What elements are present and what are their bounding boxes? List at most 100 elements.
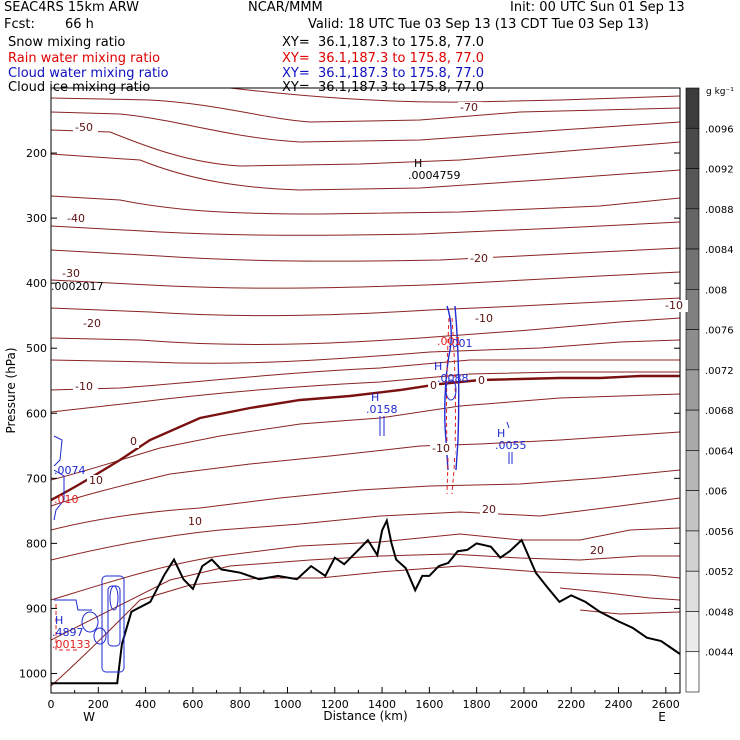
colorbar-tick-label-1: .0092: [705, 165, 734, 176]
contour-label-bg-6: [473, 313, 498, 325]
colorbar-cell-9: [685, 450, 700, 491]
org-title: NCAR/MMM: [248, 0, 323, 15]
annotation-value-0: .0004759: [408, 169, 461, 182]
x-tick-label-400: 400: [135, 698, 156, 711]
contour-label-bg-10: [428, 380, 439, 392]
field-xy-snow: XY= 36.1,187.3 to 175.8, 77.0: [282, 35, 485, 50]
colorbar-cell-0: [685, 87, 700, 129]
contour-label-bg-4: [81, 318, 106, 330]
isotherm-10: [51, 431, 680, 507]
contour-label-15: 20: [590, 544, 604, 557]
colorbar-cell-6: [685, 329, 700, 371]
cloud-water-contour-left-1: [53, 435, 63, 467]
colorbar-cell-8: [685, 409, 700, 451]
y-tick-label-200: 200: [26, 147, 47, 160]
contour-label-bg-16: [430, 443, 455, 455]
isotherm-22: [51, 527, 680, 601]
colorbar-tick-label-10: .0056: [705, 527, 734, 538]
y-tick-label-600: 600: [26, 407, 47, 420]
isotherm-20: [51, 497, 680, 561]
contour-label-3: -30: [62, 267, 80, 280]
x-tick-label-600: 600: [182, 698, 203, 711]
y-tick-label-300: 300: [26, 212, 47, 225]
plot-frame: [50, 87, 681, 694]
colorbar-cell-12: [685, 570, 700, 612]
colorbar: .0096 .0092 .0088 .0084 .008 .0076 .0072 .0068.…: [685, 87, 734, 693]
contour-label-bg-7: [663, 300, 688, 312]
isotherm--20b: [51, 317, 680, 345]
axes-layer: 0 200 400 600 800 1000 1200 1400 1600 1800 2000 220…: [4, 87, 681, 724]
cloud-water-contour-left-3: [54, 599, 92, 611]
contour-label-10: 0: [430, 379, 437, 392]
x-end-label-east: E: [658, 710, 666, 724]
contour-label-bg-2: [65, 213, 90, 225]
cloud-water-cell-1950-top: [506, 421, 510, 429]
annotation-value-1: .0002017: [51, 280, 104, 293]
isotherm--40: [51, 195, 680, 215]
field-name-cloudwater: Cloud water mixing ratio: [8, 66, 169, 81]
x-tick-label-2200: 2200: [557, 698, 585, 711]
annotation-value-7: .0074: [54, 464, 86, 477]
cloud-water-tower: [444, 305, 460, 471]
y-axis-label: Pressure (hPa): [4, 347, 18, 433]
annotation-value-5: .001: [448, 337, 473, 350]
isotherm--5: [51, 371, 680, 413]
isotherm--30: [51, 247, 680, 262]
cloud-water-tower-core: [445, 379, 457, 401]
contour-label-9: 0: [130, 435, 137, 448]
isotherm--30b: [51, 271, 680, 289]
contour-label-14: 20: [482, 503, 496, 516]
annotation-value-10: .00133: [52, 638, 91, 651]
contour-label-13: 10: [188, 515, 202, 528]
colorbar-cell-3: [685, 208, 700, 250]
field-xy-cloudwater: XY= 36.1,187.3 to 175.8, 77.0: [282, 66, 485, 81]
contour-label-bg-5: [468, 253, 493, 265]
colorbar-unit: g kg⁻¹: [706, 87, 734, 97]
contour-label-7: -10: [665, 299, 683, 312]
contour-label-2: -40: [67, 212, 85, 225]
colorbar-tick-label-6: .0072: [705, 366, 734, 377]
contour-label-bg-14: [480, 504, 498, 516]
x-tick-label-1400: 1400: [368, 698, 396, 711]
isotherm-25: [51, 553, 680, 641]
x-end-label-west: W: [83, 710, 95, 724]
contour-label-11: 0: [478, 374, 485, 387]
x-tick-label-1600: 1600: [415, 698, 443, 711]
contour-labels: -70 -50 -40 -30 -20 -20 -10 -10 -10 0 0 0 10 10 20 20 -1…: [51, 101, 688, 651]
isotherm--20: [51, 297, 680, 317]
isotherm--40b: [51, 221, 680, 236]
field-name-snow: Snow mixing ratio: [8, 35, 126, 50]
colorbar-cell-4: [685, 248, 700, 290]
terrain-line: [51, 517, 681, 685]
isotherm--70b: [51, 97, 680, 123]
x-tick-label-2600: 2600: [652, 698, 680, 711]
cloud-water-contour-left-6: [109, 585, 119, 611]
annotation-value-6: .001: [437, 335, 462, 348]
contour-label-bg-13: [186, 516, 204, 528]
x-tick-label-1200: 1200: [321, 698, 349, 711]
colorbar-cell-14: [685, 651, 700, 693]
isotherm--10b: [51, 359, 680, 391]
y-tick-label-1000: 1000: [19, 667, 47, 680]
x-tick-label-1800: 1800: [463, 698, 491, 711]
colorbar-tick-label-7: .0068: [705, 406, 734, 417]
colorbar-tick-label-3: .0084: [705, 245, 734, 256]
valid-time: Valid: 18 UTC Tue 03 Sep 13 (13 CDT Tue …: [308, 17, 649, 32]
field-name-rain: Rain water mixing ratio: [8, 51, 161, 66]
colorbar-tick-label-8: .0064: [705, 446, 734, 457]
y-tick-label-800: 800: [26, 537, 47, 550]
contour-label-bg-11: [476, 375, 487, 387]
contour-label-bg-12: [87, 475, 105, 487]
temperature-contours: [51, 88, 680, 687]
colorbar-tick-label-13: .0044: [705, 648, 734, 659]
y-tick-label-400: 400: [26, 277, 47, 290]
colorbar-tick-label-0: .0096: [705, 124, 734, 135]
init-time: Init: 00 UTC Sun 01 Sep 13: [510, 0, 685, 15]
colorbar-cell-1: [685, 127, 700, 169]
x-axis-label: Distance (km): [323, 709, 407, 723]
annotation-marker-0: H: [414, 157, 422, 170]
contour-label-1: -50: [75, 121, 93, 134]
contour-label-4: -20: [83, 317, 101, 330]
colorbar-cell-7: [685, 369, 700, 411]
colorbar-cell-10: [685, 490, 700, 532]
